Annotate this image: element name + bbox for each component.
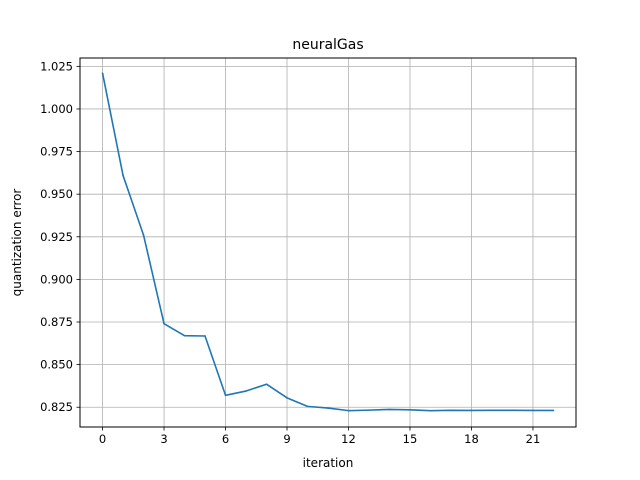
data-point [101, 72, 104, 74]
x-tick-label: 9 [283, 432, 290, 446]
y-tick-label: 1.000 [40, 102, 73, 116]
x-tick-label: 6 [222, 432, 229, 446]
series-layer [101, 72, 555, 412]
data-point [450, 409, 452, 412]
data-point [388, 408, 391, 411]
data-point [204, 335, 206, 337]
y-tick-label: 0.950 [40, 187, 73, 201]
data-point [142, 234, 145, 236]
data-point [286, 397, 288, 399]
chart-title: neuralGas [292, 37, 363, 53]
x-tick-label: 3 [160, 432, 167, 446]
y-axis: 0.825 0.850 0.875 0.900 0.925 0.950 0.975 1.000… [40, 59, 80, 414]
data-point [327, 407, 329, 409]
data-point [368, 409, 370, 411]
grid [80, 58, 576, 427]
data-point [429, 409, 432, 412]
y-tick-label: 0.850 [40, 358, 73, 372]
data-point [511, 409, 514, 412]
x-tick-label: 18 [464, 432, 479, 446]
data-point [491, 409, 493, 412]
data-point [552, 409, 555, 412]
x-axis-label: iteration [303, 456, 354, 470]
y-tick-label: 1.025 [40, 59, 73, 73]
data-point [183, 334, 186, 337]
y-tick-label: 0.875 [40, 315, 73, 329]
plot-frame [79, 57, 577, 428]
y-tick-label: 0.925 [40, 230, 73, 244]
data-point [224, 394, 227, 397]
x-tick-label: 0 [99, 432, 106, 446]
data-point [163, 322, 165, 325]
data-point [245, 390, 247, 392]
y-axis-label: quantization error [10, 189, 24, 297]
x-tick-label: 15 [403, 432, 418, 446]
data-point [532, 409, 534, 412]
data-point [265, 383, 268, 386]
data-point [306, 405, 309, 408]
y-tick-label: 0.975 [40, 145, 73, 159]
data-point [470, 409, 473, 412]
data-point [409, 408, 411, 411]
data-point [347, 409, 350, 412]
y-tick-label: 0.900 [40, 272, 73, 286]
data-point [122, 174, 124, 177]
x-axis: 0 3 6 9 12 15 18 21 [99, 427, 540, 446]
x-tick-label: 21 [526, 432, 541, 446]
x-tick-label: 12 [341, 432, 356, 446]
y-tick-label: 0.825 [40, 400, 73, 414]
